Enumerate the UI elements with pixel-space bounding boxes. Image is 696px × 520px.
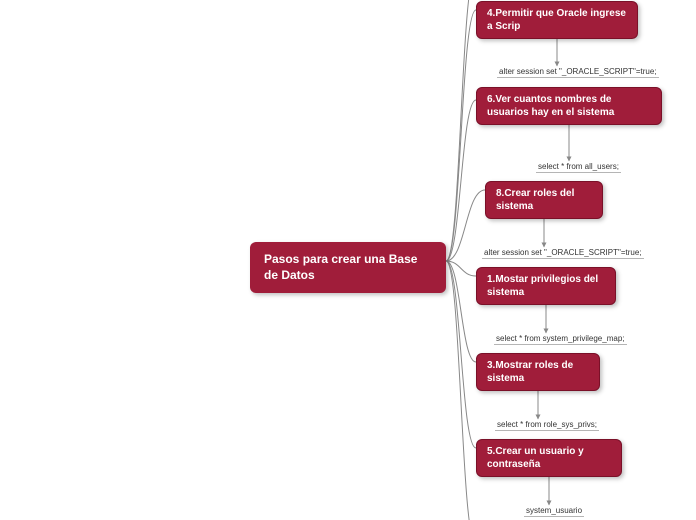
- root-node[interactable]: Pasos para crear una Base de Datos: [250, 242, 446, 293]
- topic-node[interactable]: 8.Crear roles del sistema: [485, 181, 603, 219]
- topic-label: 6.Ver cuantos nombres de usuarios hay en…: [487, 94, 614, 118]
- topic-node[interactable]: 5.Crear un usuario y contraseña: [476, 439, 622, 477]
- topic-node[interactable]: 4.Permitir que Oracle ingrese a Scrip: [476, 1, 638, 39]
- mindmap-canvas: { "type": "mindmap", "background_color":…: [0, 0, 696, 520]
- leaf-node: alter session set "_ORACLE_SCRIPT"=true;: [497, 67, 659, 78]
- leaf-node: alter session set "_ORACLE_SCRIPT"=true;: [482, 248, 644, 259]
- leaf-node: select * from system_privilege_map;: [494, 334, 627, 345]
- leaf-node: system_usuario: [524, 506, 584, 517]
- leaf-node: select * from role_sys_privs;: [495, 420, 599, 431]
- topic-label: 1.Mostar privilegios del sistema: [487, 274, 598, 298]
- root-label: Pasos para crear una Base de Datos: [264, 252, 417, 282]
- topic-node[interactable]: 6.Ver cuantos nombres de usuarios hay en…: [476, 87, 662, 125]
- topic-label: 8.Crear roles del sistema: [496, 188, 574, 212]
- topic-label: 4.Permitir que Oracle ingrese a Scrip: [487, 8, 626, 32]
- topic-node[interactable]: 3.Mostrar roles de sistema: [476, 353, 600, 391]
- topic-label: 3.Mostrar roles de sistema: [487, 360, 573, 384]
- leaf-node: select * from all_users;: [536, 162, 621, 173]
- topic-label: 5.Crear un usuario y contraseña: [487, 446, 584, 470]
- topic-node[interactable]: 1.Mostar privilegios del sistema: [476, 267, 616, 305]
